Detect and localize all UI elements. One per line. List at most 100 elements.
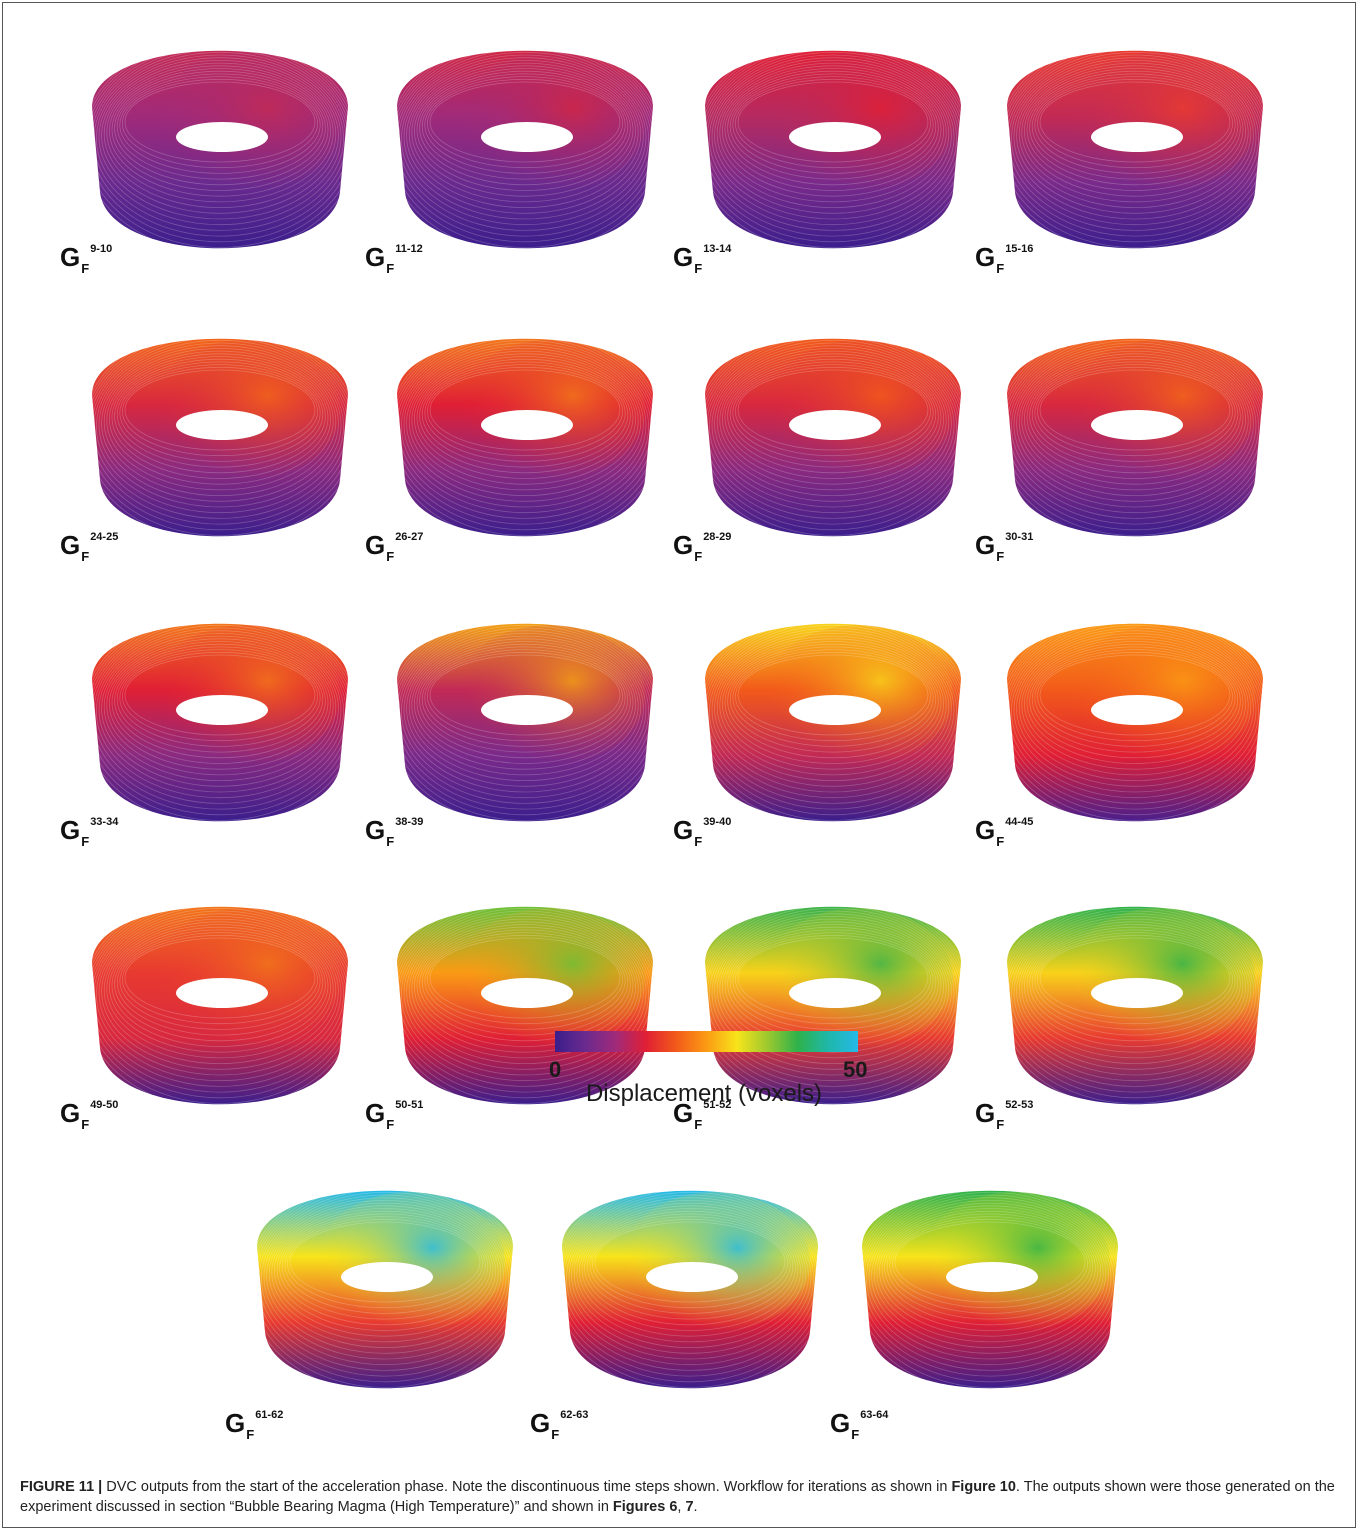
panel-label-superscript: 15-16 [1005,243,1033,255]
torus-hole [341,1262,433,1292]
panel-label: GF61-62 [225,1410,283,1442]
panel-label-symbol: G [530,1408,550,1438]
vector-field-panel: GF13-14 [683,12,983,292]
panel-label-superscript: 63-64 [860,1409,888,1421]
panel-label-superscript: 28-29 [703,531,731,543]
panel-label: GF39-40 [673,817,731,849]
panel-label-symbol: G [365,242,385,272]
panel-label-subscript: F [996,261,1004,276]
vector-field-panel: GF63-64 [840,1152,1140,1432]
torus-hole [1091,695,1183,725]
displacement-torus-plot [840,1152,1140,1432]
torus-hole [1091,122,1183,152]
torus-hole [1091,978,1183,1008]
panel-label: GF63-64 [830,1410,888,1442]
colorbar-gradient [555,1031,858,1052]
panel-label-subscript: F [386,261,394,276]
panel-label: GF24-25 [60,532,118,564]
panel-label-symbol: G [60,815,80,845]
caption-ref-figure-10: Figure 10 [951,1479,1015,1495]
torus-hole [646,1262,738,1292]
vector-field-panel: GF33-34 [70,585,370,865]
caption-ref-figure-7: 7 [685,1499,693,1515]
panel-label-subscript: F [246,1427,254,1442]
panel-label: GF28-29 [673,532,731,564]
panel-label-symbol: G [60,242,80,272]
panel-label-superscript: 9-10 [90,243,112,255]
panel-label-subscript: F [81,834,89,849]
panel-label-subscript: F [694,549,702,564]
panel-label: GF26-27 [365,532,423,564]
torus-hole [946,1262,1038,1292]
panel-label-subscript: F [386,1117,394,1132]
colorbar [555,1031,858,1052]
vector-field-panel: GF30-31 [985,300,1285,580]
torus-hole [176,122,268,152]
panel-label-superscript: 61-62 [255,1409,283,1421]
panel-label-superscript: 13-14 [703,243,731,255]
torus-hole [789,410,881,440]
panel-label-superscript: 39-40 [703,816,731,828]
panel-label-subscript: F [551,1427,559,1442]
panel-label: GF13-14 [673,244,731,276]
torus-hole [789,978,881,1008]
panel-label-superscript: 11-12 [395,243,423,255]
panel-label-subscript: F [694,261,702,276]
panel-label-subscript: F [694,1117,702,1132]
panel-label: GF15-16 [975,244,1033,276]
caption-ref-figure-6: Figures 6 [613,1499,677,1515]
colorbar-title: Displacement (voxels) [0,1080,1360,1108]
vector-field-panel: GF9-10 [70,12,370,292]
panel-label-subscript: F [694,834,702,849]
caption-text-4: . [694,1499,698,1515]
torus-hole [1091,410,1183,440]
displacement-torus-plot [70,12,370,292]
torus-hole [789,122,881,152]
vector-field-panel: GF62-63 [540,1152,840,1432]
torus-hole [481,122,573,152]
panel-label-superscript: 38-39 [395,816,423,828]
panel-label-symbol: G [673,530,693,560]
torus-hole [176,978,268,1008]
panel-label: GF33-34 [60,817,118,849]
displacement-torus-plot [540,1152,840,1432]
panel-label-symbol: G [975,815,995,845]
panel-label-symbol: G [673,815,693,845]
vector-field-panel: GF24-25 [70,300,370,580]
panel-label: GF11-12 [365,244,423,276]
panel-label-symbol: G [225,1408,245,1438]
panel-label: GF30-31 [975,532,1033,564]
torus-hole [481,410,573,440]
vector-field-panel: GF26-27 [375,300,675,580]
torus-hole [789,695,881,725]
panel-label-subscript: F [386,549,394,564]
panel-label-symbol: G [365,530,385,560]
panel-label-symbol: G [365,815,385,845]
caption-figure-number: FIGURE 11 | [20,1479,102,1495]
panel-label-superscript: 24-25 [90,531,118,543]
panel-label: GF44-45 [975,817,1033,849]
panel-label-subscript: F [996,1117,1004,1132]
torus-hole [176,695,268,725]
panel-label-subscript: F [386,834,394,849]
vector-field-panel: GF44-45 [985,585,1285,865]
panel-label-symbol: G [830,1408,850,1438]
panel-label-subscript: F [81,549,89,564]
figure-caption: FIGURE 11 | DVC outputs from the start o… [20,1477,1340,1517]
vector-field-panel: GF28-29 [683,300,983,580]
panel-label-symbol: G [60,530,80,560]
panel-label-symbol: G [673,242,693,272]
vector-field-panel: GF38-39 [375,585,675,865]
vector-field-panel: GF39-40 [683,585,983,865]
panel-label: GF9-10 [60,244,112,276]
panel-label-subscript: F [996,549,1004,564]
panel-label: GF38-39 [365,817,423,849]
panel-label-superscript: 62-63 [560,1409,588,1421]
panel-label-superscript: 44-45 [1005,816,1033,828]
panel-label-superscript: 30-31 [1005,531,1033,543]
panel-label-superscript: 33-34 [90,816,118,828]
panel-label-symbol: G [975,530,995,560]
displacement-torus-plot [235,1152,535,1432]
panel-label-subscript: F [851,1427,859,1442]
panel-label-symbol: G [975,242,995,272]
